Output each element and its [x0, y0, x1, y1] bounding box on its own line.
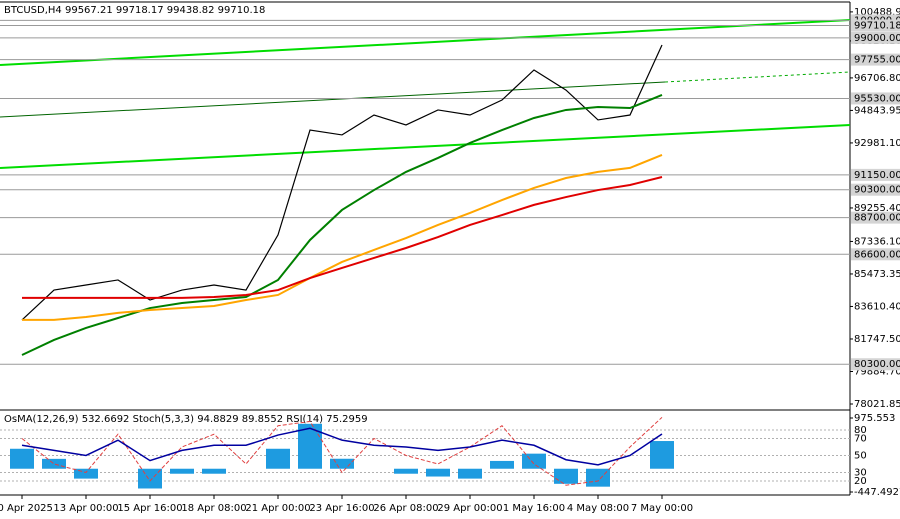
level-label: 95530.00 — [854, 93, 900, 104]
osma-bar — [170, 468, 194, 474]
osma-bar — [138, 468, 162, 489]
osma-bar — [202, 468, 226, 474]
osma-bar — [394, 468, 418, 474]
level-label: 90300.00 — [854, 185, 900, 196]
level-box — [851, 53, 900, 66]
y-tick-label: 100488.95 — [854, 7, 900, 18]
level-box — [851, 19, 900, 32]
chart-title: BTCUSD,H4 99567.21 99718.17 99438.82 997… — [4, 5, 265, 16]
trend-line-extension — [664, 71, 851, 83]
x-tick-label: 29 Apr 00:00 — [437, 503, 502, 514]
x-tick-label: 26 Apr 08:00 — [373, 503, 438, 514]
level-label: 99000.00 — [854, 33, 900, 44]
channel-line — [0, 19, 851, 66]
x-tick-label: 7 May 00:00 — [631, 503, 693, 514]
osma-bar — [42, 458, 66, 469]
y-tick-label: 89255.40 — [854, 203, 900, 214]
y-tick-label: 92981.10 — [854, 138, 900, 149]
y-tick-label: 85473.35 — [854, 269, 900, 280]
osma-bar — [74, 468, 98, 479]
y2-tick-label: 975.553 — [854, 413, 895, 424]
series-line — [22, 154, 663, 321]
series-line — [21, 94, 663, 356]
osma-bar — [426, 468, 450, 477]
osma-bar — [490, 460, 514, 469]
level-box — [851, 92, 900, 105]
osma-bar — [10, 448, 34, 469]
x-tick-label: 13 Apr 00:00 — [53, 503, 118, 514]
level-box — [851, 248, 900, 261]
x-tick-label: 10 Apr 2025 — [0, 503, 53, 514]
y-tick-label: 94843.95 — [854, 105, 900, 116]
level-label: 99710.18 — [854, 20, 900, 31]
trend-line — [0, 81, 666, 118]
x-tick-label: 18 Apr 08:00 — [181, 503, 246, 514]
level-box — [851, 211, 900, 224]
level-label: 97755.00 — [854, 55, 900, 66]
y-tick-label: 80 — [854, 425, 867, 436]
osma-bar — [522, 453, 546, 469]
osma-bar — [554, 468, 578, 484]
y-tick-label: 96706.80 — [854, 73, 900, 84]
level-box — [851, 31, 900, 44]
channel-line — [0, 124, 851, 169]
level-box — [851, 183, 900, 196]
osma-bar — [266, 448, 290, 469]
osma-bar — [458, 468, 482, 479]
y-tick-label: 87336.10 — [854, 236, 900, 247]
x-tick-label: 15 Apr 16:00 — [117, 503, 182, 514]
series-line — [22, 176, 663, 299]
x-tick-label: 23 Apr 16:00 — [309, 503, 374, 514]
series-line — [21, 427, 663, 466]
x-tick-label: 4 May 08:00 — [567, 503, 629, 514]
y-tick-label: 78021.85 — [854, 399, 900, 410]
x-tick-label: 1 May 16:00 — [503, 503, 565, 514]
level-label: 88700.00 — [854, 213, 900, 224]
level-box — [851, 358, 900, 371]
osma-bar — [650, 441, 674, 469]
level-label: 80300.00 — [854, 359, 900, 370]
level-box — [851, 168, 900, 181]
y-tick-label: 83610.40 — [854, 301, 900, 312]
series-line — [21, 416, 663, 486]
x-tick-label: 21 Apr 00:00 — [245, 503, 310, 514]
y2-tick-label: -447.4927 — [854, 487, 900, 498]
y-tick-label: 50 — [854, 450, 867, 461]
osma-bar — [330, 458, 354, 469]
series-line — [21, 44, 663, 321]
y-tick-label: 70 — [854, 433, 867, 444]
y-tick-label: 79884.70 — [854, 366, 900, 377]
y-tick-label: 30 — [854, 467, 867, 478]
level-label: 91150.00 — [854, 170, 900, 181]
indicator-title: OsMA(12,26,9) 532.6692 Stoch(5,3,3) 94.8… — [4, 414, 368, 425]
level-label: 86600.00 — [854, 249, 900, 260]
y-tick-label: 81747.50 — [854, 334, 900, 345]
y-tick-label: 20 — [854, 476, 867, 487]
